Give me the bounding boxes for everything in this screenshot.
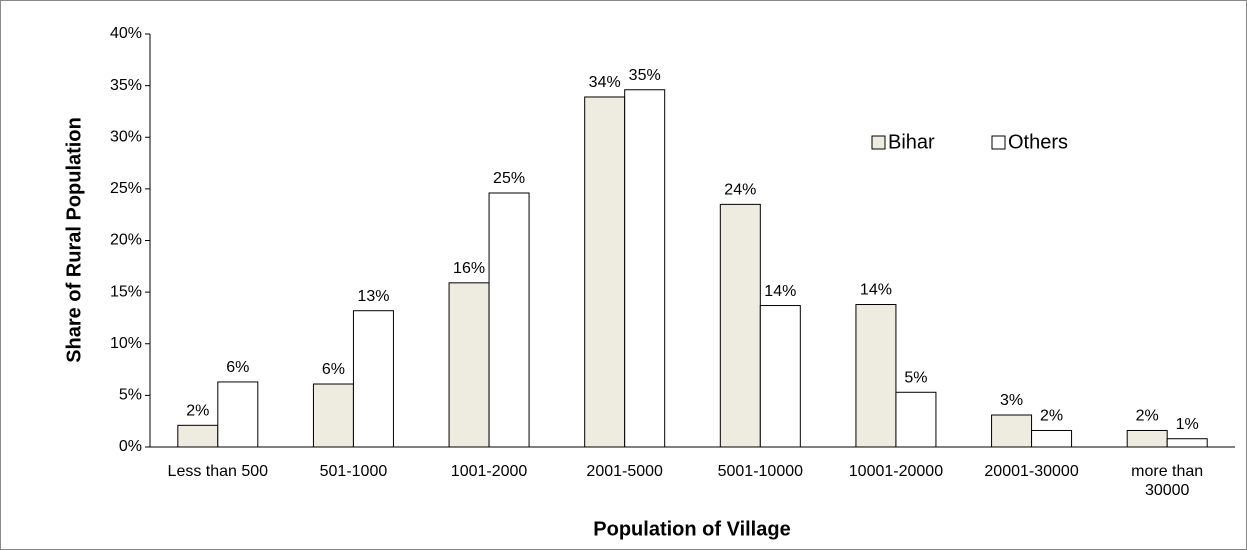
y-tick-label: 25%	[110, 180, 142, 197]
x-tick-label: 2001-5000	[586, 463, 663, 480]
y-tick-label: 0%	[119, 438, 142, 455]
bar	[895, 391, 937, 448]
y-tick-label: 10%	[110, 335, 142, 352]
bar	[991, 414, 1033, 448]
bar	[719, 203, 761, 448]
bar	[584, 96, 626, 448]
legend-label: Bihar	[888, 131, 935, 153]
x-tick-label: 501-1000	[319, 463, 388, 480]
data-label: 14%	[764, 283, 796, 300]
bar	[1126, 429, 1168, 448]
legend-label: Others	[1008, 131, 1068, 153]
data-label: 6%	[322, 361, 345, 378]
legend-swatch	[991, 135, 1006, 150]
bar	[855, 304, 897, 448]
y-tick-label: 35%	[110, 77, 142, 94]
data-label: 13%	[357, 288, 389, 305]
data-label: 2%	[1040, 408, 1063, 425]
data-label: 2%	[1136, 408, 1159, 425]
bar	[312, 383, 354, 448]
x-tick-label: 1001-2000	[450, 463, 528, 480]
y-tick-label: 40%	[110, 25, 142, 42]
data-label: 14%	[860, 282, 892, 299]
legend-swatch	[871, 135, 886, 150]
bar	[448, 282, 490, 448]
data-label: 2%	[186, 403, 209, 420]
bar	[1166, 438, 1208, 448]
data-label: 6%	[226, 359, 249, 376]
x-tick-label: 20001-30000	[984, 463, 1079, 480]
y-tick-label: 15%	[110, 283, 142, 300]
bar	[352, 310, 394, 448]
bar	[759, 305, 801, 448]
data-label: 5%	[904, 369, 927, 386]
bar	[1031, 429, 1073, 448]
x-tick-label: 10001-20000	[848, 463, 944, 480]
bar	[624, 89, 666, 448]
x-tick-label: more than 30000	[1131, 463, 1204, 499]
bar	[488, 192, 530, 448]
x-tick-label: Less than 500	[167, 463, 269, 480]
x-axis-title: Population of Village	[593, 518, 790, 540]
y-tick-label: 5%	[119, 387, 142, 404]
data-label: 25%	[493, 170, 525, 187]
bar	[217, 381, 259, 448]
y-axis-title: Share of Rural Population	[63, 117, 85, 363]
y-tick-label: 20%	[110, 232, 142, 249]
data-label: 34%	[589, 74, 621, 91]
data-label: 24%	[724, 182, 756, 199]
y-tick-label: 30%	[110, 128, 142, 145]
bar	[177, 424, 219, 448]
x-tick-label: 5001-10000	[717, 463, 804, 480]
data-label: 1%	[1176, 416, 1199, 433]
data-label: 35%	[629, 67, 661, 84]
data-label: 3%	[1000, 392, 1023, 409]
data-label: 16%	[453, 260, 485, 277]
